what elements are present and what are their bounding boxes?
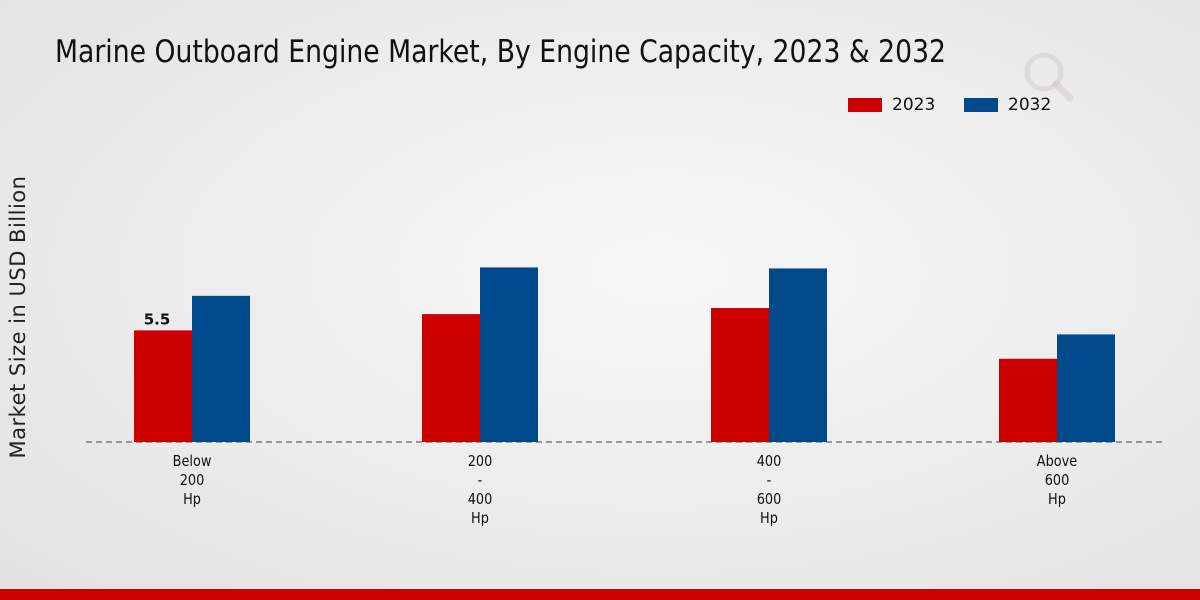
legend-swatch-2032 (964, 98, 998, 112)
x-tick-label-3-line-1: 600 (1045, 472, 1070, 489)
legend-label-2023: 2023 (892, 95, 936, 115)
bar-2023-0 (134, 330, 192, 442)
x-tick-label-1-line-2: 400 (468, 491, 493, 508)
x-tick-label-1-line-3: Hp (471, 510, 489, 527)
legend-label-2032: 2032 (1008, 95, 1052, 115)
bar-2032-3 (1057, 334, 1115, 442)
watermark-logo-icon (1024, 52, 1074, 102)
bar-2023-2 (711, 308, 769, 442)
x-tick-label-2-line-2: 600 (757, 491, 782, 508)
x-tick-label-2-line-0: 400 (757, 453, 782, 470)
bar-2023-3 (999, 358, 1057, 442)
x-tick-label-0-line-0: Below (173, 453, 212, 470)
data-label-0: 5.5 (144, 310, 171, 328)
x-tick-label-0-line-1: 200 (180, 472, 205, 489)
x-tick-label-3-line-0: Above (1037, 453, 1077, 470)
x-tick-label-1-line-0: 200 (468, 453, 493, 470)
chart-title: Marine Outboard Engine Market, By Engine… (55, 34, 947, 70)
bottom-accent-bar (0, 589, 1200, 600)
x-tick-label-2-line-1: - (767, 472, 772, 489)
bar-2032-0 (192, 295, 250, 442)
x-tick-label-1-line-1: - (478, 472, 483, 489)
x-tick-label-0-line-2: Hp (183, 491, 201, 508)
bar-2032-1 (480, 267, 538, 442)
legend-item-2032: 2032 (964, 95, 1051, 115)
x-tick-label-3-line-2: Hp (1048, 491, 1066, 508)
legend-swatch-2023 (848, 98, 882, 112)
bar-2032-2 (769, 268, 827, 442)
bar-2023-1 (422, 314, 480, 442)
legend-item-2023: 2023 (848, 95, 935, 115)
x-tick-label-2-line-3: Hp (760, 510, 778, 527)
